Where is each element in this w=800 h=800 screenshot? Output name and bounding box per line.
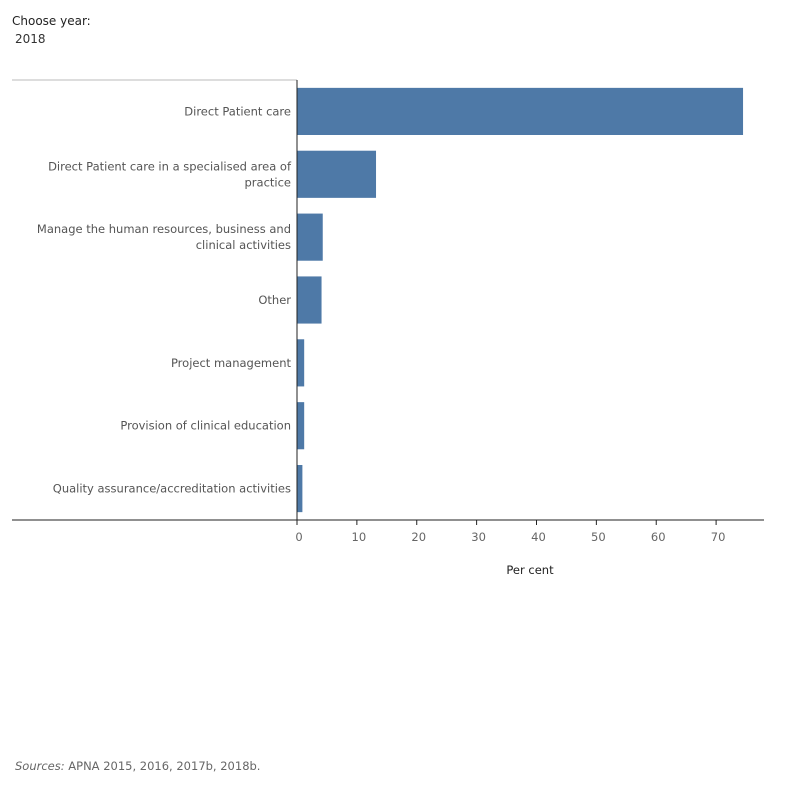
category-label-3: Other [258,293,291,307]
bar-2[interactable] [297,213,323,261]
x-tick-label-20: 20 [411,530,426,544]
bar-1[interactable] [297,150,377,198]
bar-4[interactable] [297,339,305,387]
category-label-5: Provision of clinical education [120,419,291,433]
bar-6[interactable] [297,465,303,513]
sources-note: Sources: APNA 2015, 2016, 2017b, 2018b. [15,759,260,773]
year-filter-label: Choose year: [12,14,91,28]
bar-3[interactable] [297,276,322,324]
x-axis-title: Per cent [506,563,554,577]
bars-layer [297,87,744,513]
category-label-1: Direct Patient care in a specialised are… [48,159,292,189]
bar-0[interactable] [297,87,744,135]
axes [12,79,764,525]
x-tick-label-70: 70 [711,530,726,544]
year-filter-select[interactable]: 2018 [15,32,46,46]
category-label-0: Direct Patient care [184,104,291,118]
x-tick-label-30: 30 [471,530,486,544]
sources-text: APNA 2015, 2016, 2017b, 2018b. [64,759,261,773]
category-label-4: Project management [171,356,292,370]
category-label-6: Quality assurance/accreditation activiti… [53,482,291,496]
category-label-2: Manage the human resources, business and… [37,222,291,252]
x-tick-label-50: 50 [591,530,606,544]
x-tick-label-0: 0 [295,530,302,544]
x-tick-label-40: 40 [531,530,546,544]
x-tick-label-60: 60 [651,530,666,544]
x-tick-labels: 0 10 20 30 40 50 60 70 [295,530,725,544]
x-tick-label-10: 10 [352,530,367,544]
bar-5[interactable] [297,402,305,450]
sources-label: Sources: [15,759,65,773]
category-labels: Direct Patient care Direct Patient care i… [37,104,292,495]
